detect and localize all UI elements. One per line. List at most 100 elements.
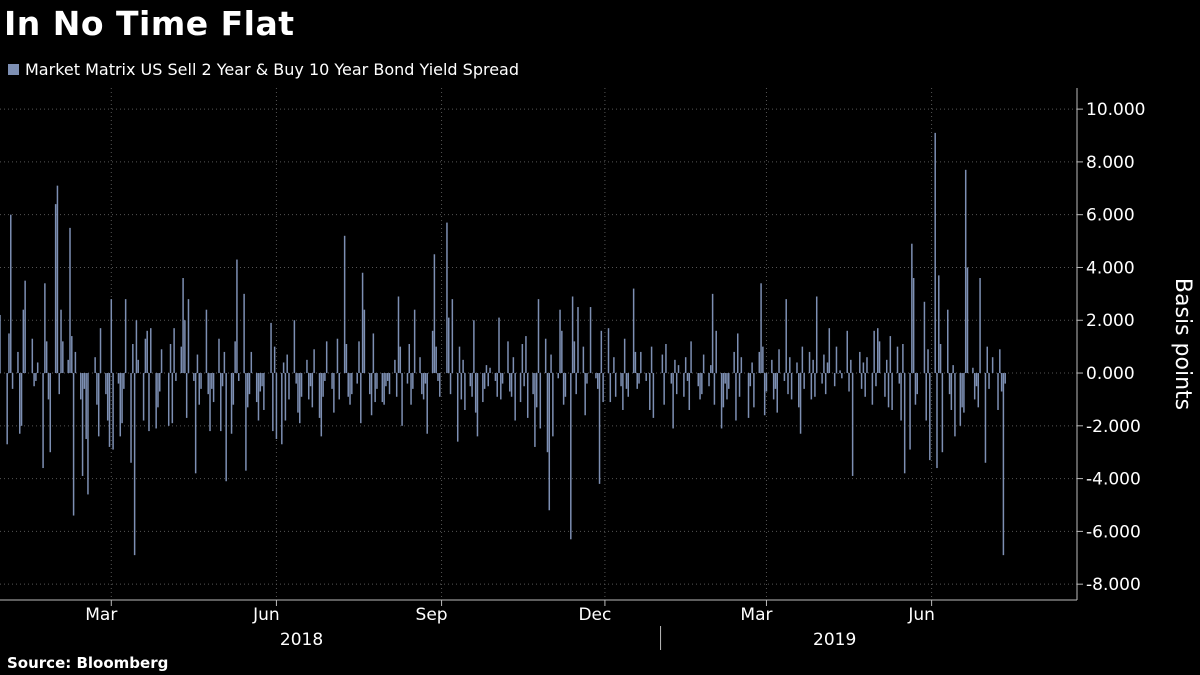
bar [636,373,638,389]
bar [909,373,911,450]
y-tick-label: 10.000 [1086,100,1145,120]
bar [914,373,917,405]
bar [589,307,592,374]
bar [665,344,667,374]
bar [562,373,565,405]
bar [112,373,114,450]
bar [632,288,635,374]
bar [735,373,737,421]
bar [814,373,816,397]
bar [17,351,19,374]
bar [263,373,265,410]
bar [18,373,21,434]
bar [471,373,473,397]
bar [221,373,224,387]
bar [124,299,127,374]
bar [157,373,159,408]
bar [67,359,69,374]
bar [71,336,73,374]
bar [311,373,314,408]
bar [94,357,96,374]
bar [494,373,497,381]
bar [62,341,64,374]
bar [482,373,484,403]
bar [369,373,371,395]
bar [979,278,981,374]
bar [313,349,315,374]
bar [923,301,926,374]
bar [257,373,260,421]
bar [437,373,439,381]
bar [677,365,680,374]
bar [796,362,798,374]
bar [620,373,622,387]
bar [675,373,678,395]
bar [778,349,780,374]
bar [622,373,624,410]
bar [600,330,603,374]
bar [889,336,892,374]
bar [175,373,177,381]
bar [544,338,547,374]
bar [293,320,296,374]
bar [483,373,486,389]
bar [607,328,610,374]
bar [828,328,831,374]
bar [911,243,913,374]
bar [406,373,409,384]
bar [408,344,411,374]
bar [397,296,400,374]
bar [835,346,838,374]
bar [929,373,931,461]
bar [473,320,475,374]
bar [552,373,554,437]
bar [557,373,559,379]
bar [325,341,328,374]
bar [422,373,425,400]
bar [117,373,120,384]
bar [738,373,741,397]
bar [841,373,843,379]
bar [699,373,701,400]
bar [307,373,310,400]
bar [297,373,299,413]
bar [474,373,477,413]
bar [370,373,373,416]
bar [347,373,349,397]
bar [250,351,253,374]
bar [851,373,854,476]
year-label: 2018 [280,630,323,650]
bar [132,344,134,374]
bar [356,373,358,384]
bar [31,338,34,374]
bar [760,283,762,374]
y-tick-label: 8.000 [1086,153,1135,173]
bar [623,338,626,374]
bar [476,373,479,437]
bar [534,373,536,447]
bar [785,299,787,374]
bar [135,320,138,374]
bar [424,373,427,384]
bar [83,373,86,389]
bar [460,373,463,400]
bar [609,373,612,403]
bar [207,373,209,395]
bar [386,373,389,381]
bar [35,373,37,381]
bar [485,365,488,374]
bar [550,354,552,374]
bar [877,328,879,374]
bar [220,373,222,432]
bar [44,283,46,374]
bar [999,349,1001,374]
bar [275,373,278,440]
bar [584,373,586,416]
bar [934,132,936,374]
bar [374,373,376,403]
bar [798,373,800,408]
bar [571,296,574,374]
bar [155,373,157,429]
bar [972,367,974,374]
bar [413,309,416,374]
